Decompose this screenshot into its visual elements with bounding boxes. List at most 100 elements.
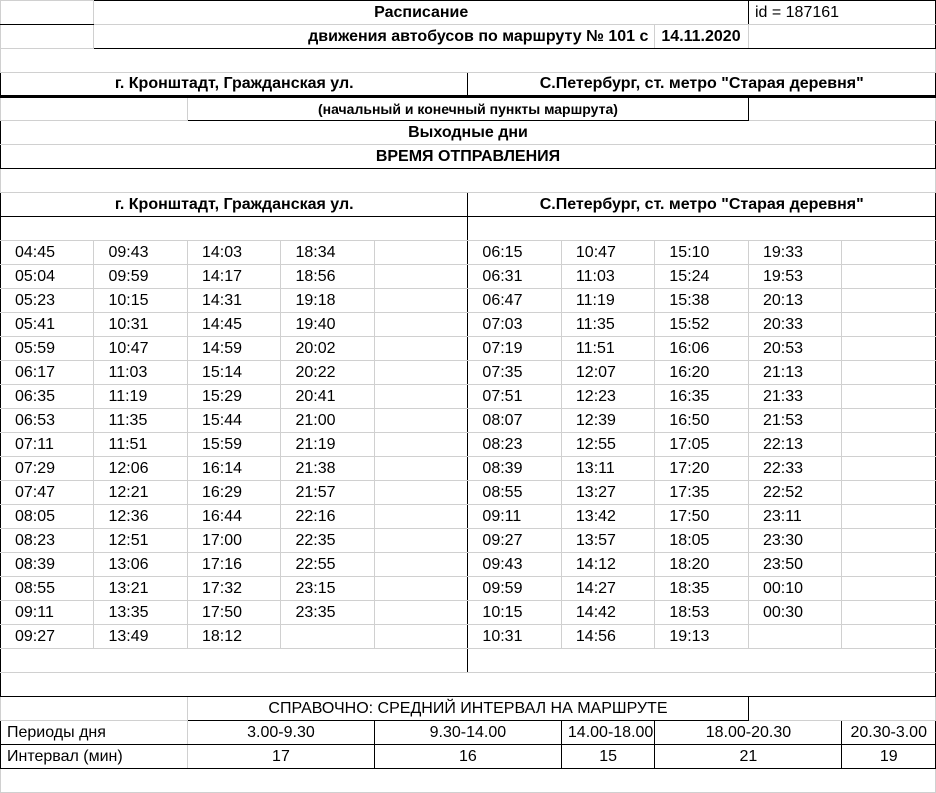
time-cell: 18:34 bbox=[281, 241, 374, 265]
time-cell: 10:47 bbox=[94, 337, 187, 361]
departure-heading: ВРЕМЯ ОТПРАВЛЕНИЯ bbox=[1, 145, 936, 169]
time-cell: 10:47 bbox=[561, 241, 654, 265]
time-cell: 09:27 bbox=[1, 625, 94, 649]
period-cell: 18.00-20.30 bbox=[655, 721, 842, 745]
time-cell: 12:06 bbox=[94, 457, 187, 481]
time-cell: 11:35 bbox=[561, 313, 654, 337]
col-header-a: г. Кронштадт, Гражданская ул. bbox=[1, 193, 468, 217]
periods-label: Периоды дня bbox=[1, 721, 188, 745]
time-cell: 07:51 bbox=[468, 385, 561, 409]
time-cell: 12:39 bbox=[561, 409, 654, 433]
time-cell: 21:19 bbox=[281, 433, 374, 457]
time-cell: 06:17 bbox=[1, 361, 94, 385]
interval-cell: 19 bbox=[842, 745, 936, 769]
time-cell: 18:20 bbox=[655, 553, 749, 577]
period-cell: 20.30-3.00 bbox=[842, 721, 936, 745]
reference-heading: СПРАВОЧНО: СРЕДНИЙ ИНТЕРВАЛ НА МАРШРУТЕ bbox=[187, 697, 748, 721]
time-cell: 00:30 bbox=[748, 601, 841, 625]
time-cell: 13:06 bbox=[94, 553, 187, 577]
time-cell: 16:50 bbox=[655, 409, 749, 433]
time-cell: 15:10 bbox=[655, 241, 749, 265]
time-cell: 10:15 bbox=[94, 289, 187, 313]
time-cell: 08:55 bbox=[468, 481, 561, 505]
time-cell: 16:06 bbox=[655, 337, 749, 361]
time-cell: 20:13 bbox=[748, 289, 841, 313]
time-cell: 19:53 bbox=[748, 265, 841, 289]
time-cell: 23:11 bbox=[748, 505, 841, 529]
time-cell: 13:42 bbox=[561, 505, 654, 529]
time-cell: 11:03 bbox=[94, 361, 187, 385]
time-cell: 14:12 bbox=[561, 553, 654, 577]
time-cell: 12:51 bbox=[94, 529, 187, 553]
day-type: Выходные дни bbox=[1, 121, 936, 145]
time-cell: 10:31 bbox=[94, 313, 187, 337]
time-cell: 07:29 bbox=[1, 457, 94, 481]
time-cell: 18:53 bbox=[655, 601, 749, 625]
time-cell: 15:29 bbox=[187, 385, 280, 409]
time-cell: 09:11 bbox=[1, 601, 94, 625]
time-cell: 14:45 bbox=[187, 313, 280, 337]
time-cell: 08:55 bbox=[1, 577, 94, 601]
time-cell: 23:35 bbox=[281, 601, 374, 625]
time-cell: 08:23 bbox=[468, 433, 561, 457]
time-cell: 13:27 bbox=[561, 481, 654, 505]
time-cell: 18:35 bbox=[655, 577, 749, 601]
time-cell: 17:00 bbox=[187, 529, 280, 553]
time-cell: 14:56 bbox=[561, 625, 654, 649]
time-cell: 06:31 bbox=[468, 265, 561, 289]
interval-cell: 17 bbox=[187, 745, 374, 769]
time-cell: 08:05 bbox=[1, 505, 94, 529]
time-cell: 07:19 bbox=[468, 337, 561, 361]
time-cell: 19:18 bbox=[281, 289, 374, 313]
interval-cell: 21 bbox=[655, 745, 842, 769]
time-cell: 14:31 bbox=[187, 289, 280, 313]
interval-cell: 16 bbox=[374, 745, 561, 769]
time-cell: 07:35 bbox=[468, 361, 561, 385]
time-cell: 11:35 bbox=[94, 409, 187, 433]
time-cell: 06:53 bbox=[1, 409, 94, 433]
time-cell: 09:59 bbox=[468, 577, 561, 601]
time-cell: 17:05 bbox=[655, 433, 749, 457]
time-cell: 12:21 bbox=[94, 481, 187, 505]
time-cell: 14:59 bbox=[187, 337, 280, 361]
col-header-b: С.Петербург, ст. метро "Старая деревня" bbox=[468, 193, 936, 217]
time-cell: 22:33 bbox=[748, 457, 841, 481]
time-cell: 17:50 bbox=[187, 601, 280, 625]
time-cell: 15:52 bbox=[655, 313, 749, 337]
time-cell: 09:11 bbox=[468, 505, 561, 529]
time-cell: 23:50 bbox=[748, 553, 841, 577]
time-cell: 15:59 bbox=[187, 433, 280, 457]
id-label: id = 187161 bbox=[748, 1, 935, 25]
time-cell: 20:41 bbox=[281, 385, 374, 409]
time-cell: 12:55 bbox=[561, 433, 654, 457]
time-cell: 11:51 bbox=[561, 337, 654, 361]
time-cell: 20:53 bbox=[748, 337, 841, 361]
time-cell: 05:41 bbox=[1, 313, 94, 337]
time-cell: 11:51 bbox=[94, 433, 187, 457]
time-cell: 17:16 bbox=[187, 553, 280, 577]
time-cell: 15:14 bbox=[187, 361, 280, 385]
time-cell: 11:19 bbox=[561, 289, 654, 313]
time-cell: 06:35 bbox=[1, 385, 94, 409]
time-cell: 08:39 bbox=[1, 553, 94, 577]
time-cell: 21:53 bbox=[748, 409, 841, 433]
time-cell: 09:27 bbox=[468, 529, 561, 553]
time-cell: 14:17 bbox=[187, 265, 280, 289]
time-cell: 07:11 bbox=[1, 433, 94, 457]
time-cell: 10:15 bbox=[468, 601, 561, 625]
time-cell: 15:24 bbox=[655, 265, 749, 289]
time-cell: 22:16 bbox=[281, 505, 374, 529]
time-cell: 17:32 bbox=[187, 577, 280, 601]
time-cell: 08:39 bbox=[468, 457, 561, 481]
time-cell: 21:13 bbox=[748, 361, 841, 385]
time-cell: 19:40 bbox=[281, 313, 374, 337]
time-cell: 06:15 bbox=[468, 241, 561, 265]
time-cell: 08:23 bbox=[1, 529, 94, 553]
time-cell: 20:22 bbox=[281, 361, 374, 385]
time-cell: 17:35 bbox=[655, 481, 749, 505]
time-cell: 12:07 bbox=[561, 361, 654, 385]
time-cell: 07:03 bbox=[468, 313, 561, 337]
time-cell: 08:07 bbox=[468, 409, 561, 433]
time-cell: 14:42 bbox=[561, 601, 654, 625]
title: Расписание bbox=[94, 1, 748, 25]
